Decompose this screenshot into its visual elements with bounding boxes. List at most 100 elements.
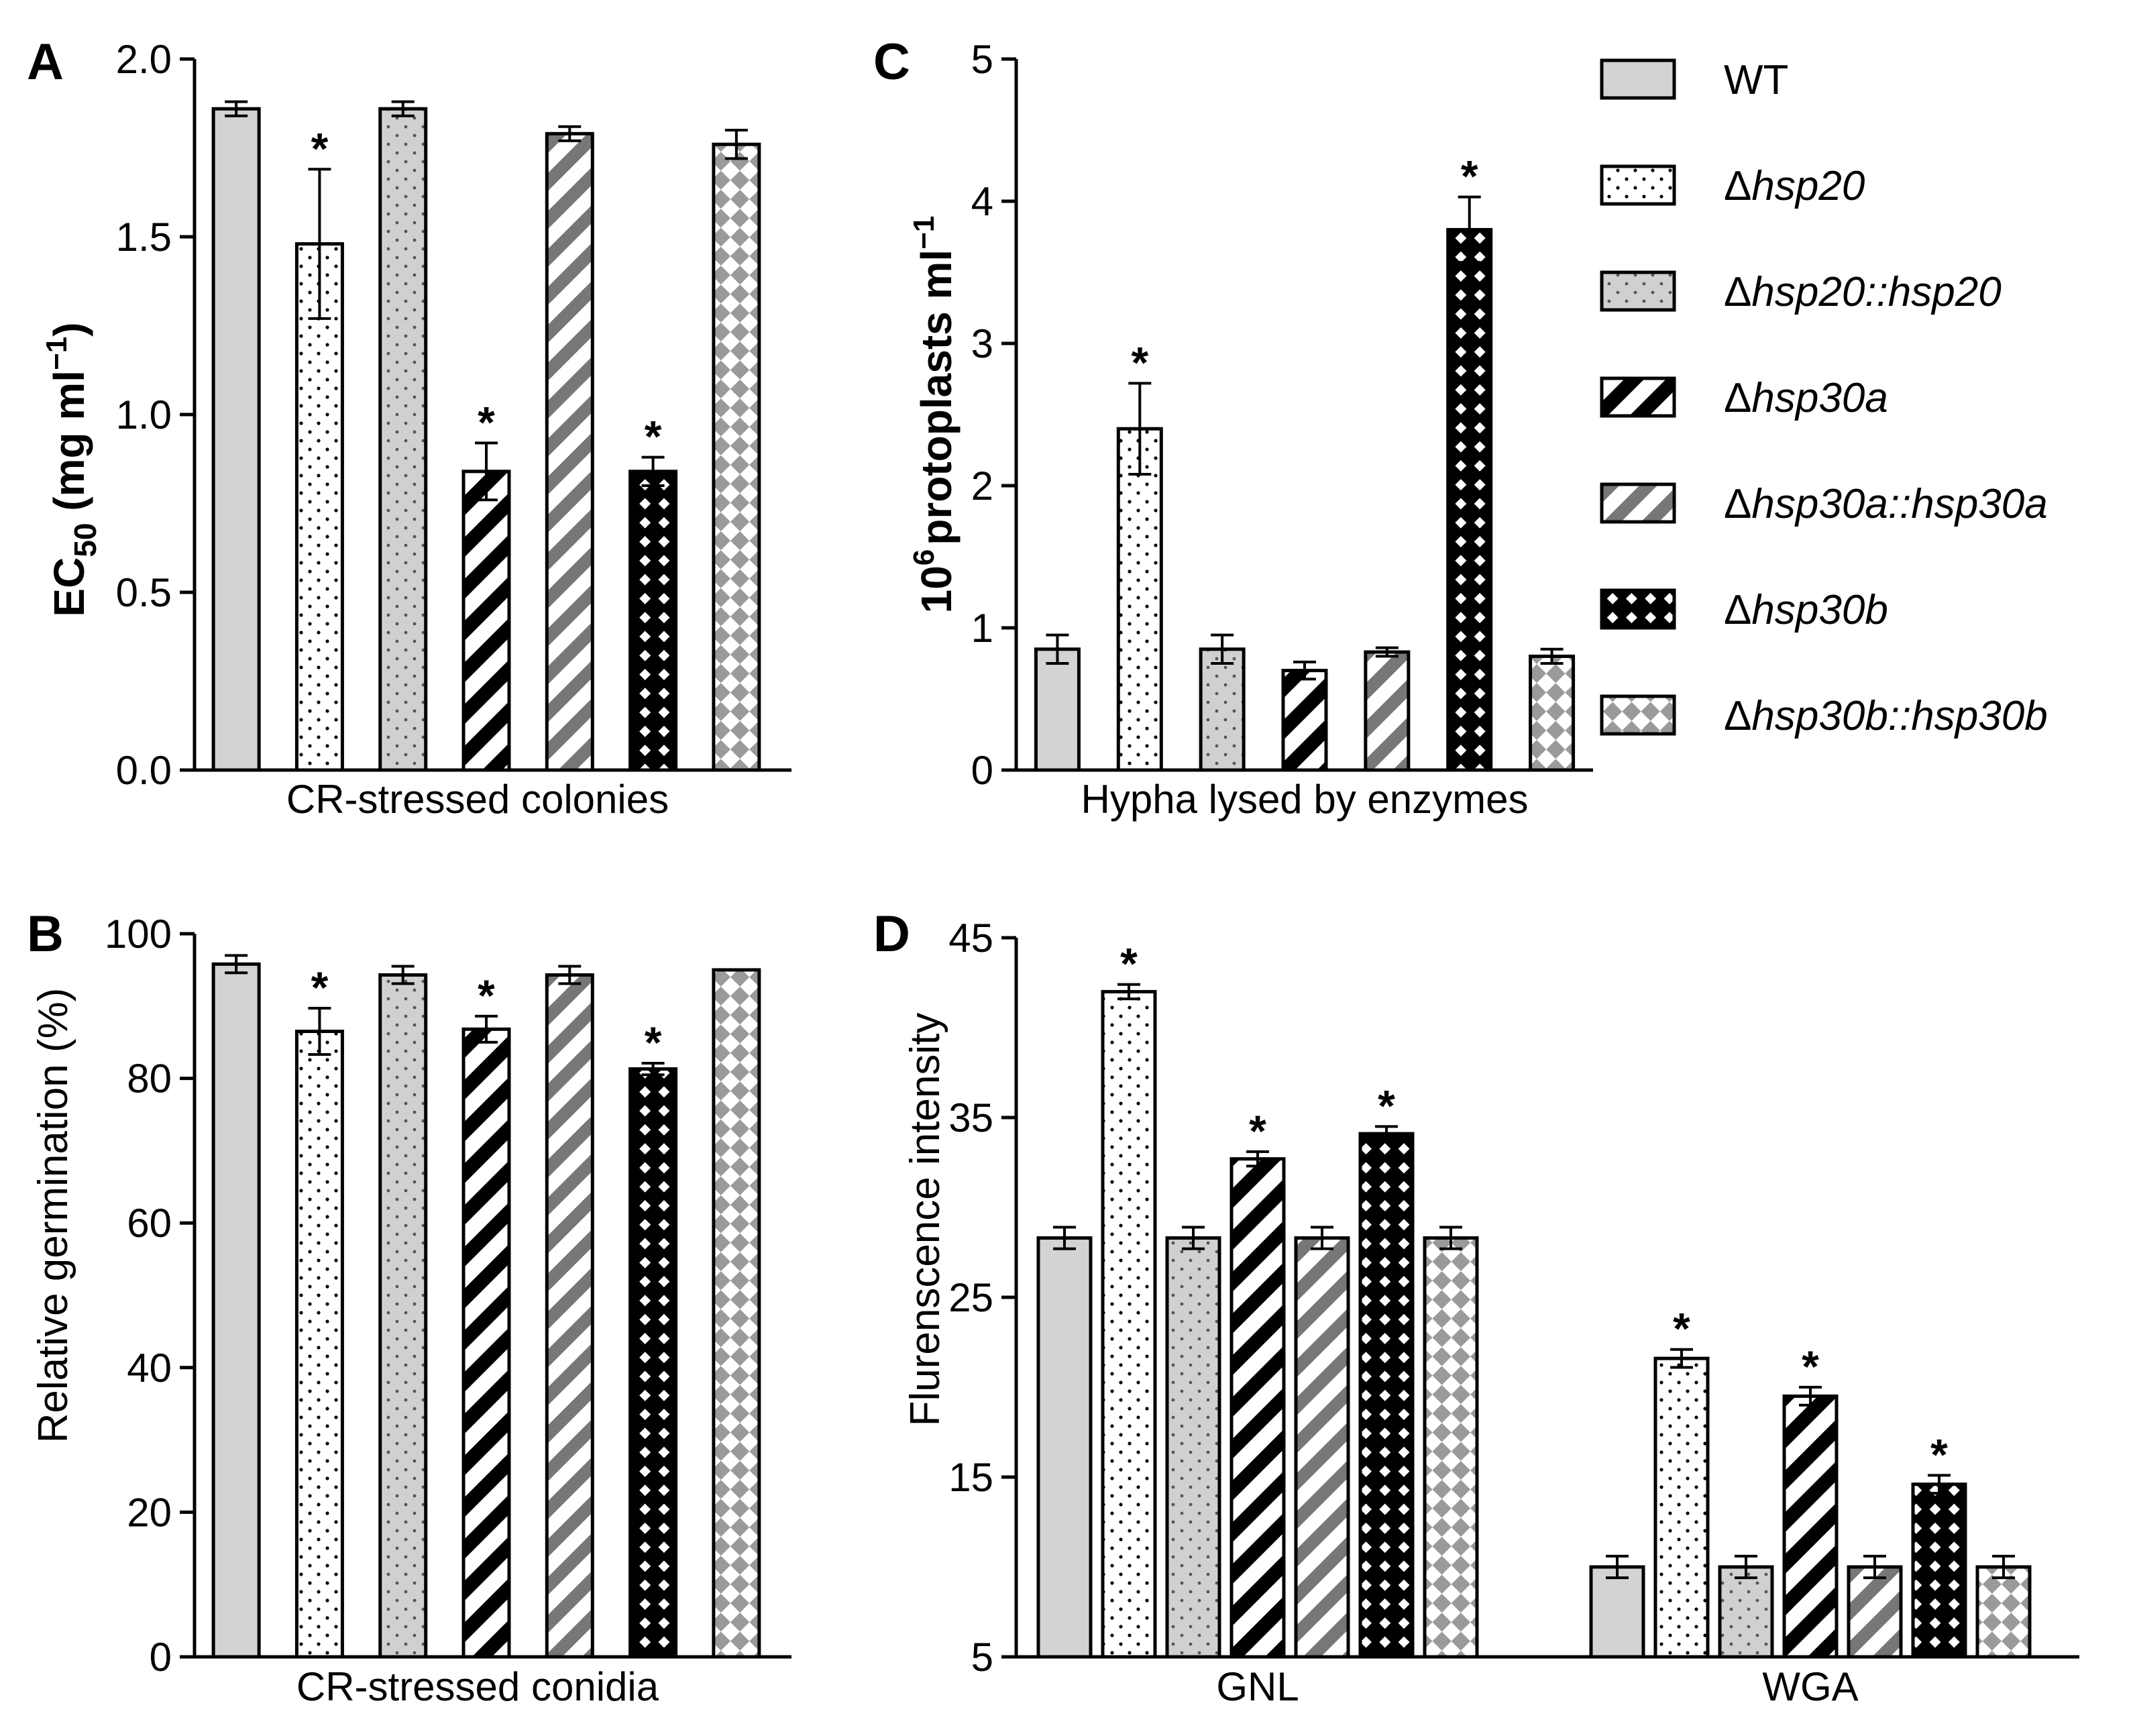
panel-d-y-tick-label: 15 — [948, 1455, 993, 1500]
panel-c-bar-hsp30a-hsp30a — [1364, 650, 1411, 772]
panel-d-bar-wga-hsp30a-hsp30a — [1847, 1565, 1903, 1659]
panel-c-y-tick-label: 2 — [971, 464, 993, 508]
panel-b-bar-hsp20-hsp20 — [378, 973, 428, 1659]
panel-a-bar-hsp30b-hsp30b — [712, 142, 761, 772]
panel-d-label: D — [873, 906, 910, 963]
panel-c-bars: ** — [1034, 152, 1576, 772]
panel-a-y-tick-label: 0.0 — [116, 748, 172, 793]
panel-c-bar-hsp20-hsp20 — [1199, 647, 1246, 772]
panel-c-y-tick-label: 4 — [971, 179, 993, 224]
panel-b-x-axis-label: CR-stressed conidia — [296, 1664, 659, 1709]
panel-d-y-tick-label: 35 — [948, 1095, 993, 1140]
panel-d-bar-wga-hsp20-hsp20 — [1718, 1565, 1774, 1659]
panel-b-bars: * * * — [211, 954, 761, 1659]
panel-d-group-label-gnl: GNL — [1216, 1664, 1299, 1709]
panel-d-significance-star: * — [1249, 1106, 1266, 1156]
panel-a-bars: * * * — [211, 100, 761, 772]
panel-d-significance-star: * — [1378, 1081, 1395, 1130]
panel-a-label: A — [27, 34, 64, 91]
panel-c-y-tick-label: 3 — [971, 321, 993, 366]
panel-b-bar-hsp30a — [461, 1027, 511, 1659]
legend-swatch-hsp30b — [1600, 588, 1676, 630]
panel-a-bar-hsp30b — [628, 470, 678, 772]
panel-a-bar-hsp20-hsp20 — [378, 107, 428, 772]
panel-a-y-tick-label: 0.5 — [116, 570, 172, 615]
panel-c-bar-hsp30b-hsp30b — [1529, 654, 1576, 772]
panel-b-significance-star: * — [645, 1018, 662, 1067]
panel-d-y-tick-label: 5 — [971, 1635, 993, 1680]
panel-c-bar-hsp30b — [1446, 227, 1493, 772]
panel-c-y-ticks: 0 1 2 3 4 5 — [971, 37, 1016, 793]
legend-swatch-wt — [1600, 58, 1676, 100]
panel-d-significance-star: * — [1673, 1304, 1690, 1354]
panel-d-bar-wga-wt — [1589, 1565, 1645, 1659]
panel-a-bar-hsp20 — [294, 242, 344, 772]
panel-b-y-tick-label: 20 — [127, 1490, 172, 1535]
panel-b-significance-star: * — [478, 971, 495, 1020]
panel-d-bar-gnl-hsp30a — [1229, 1157, 1286, 1659]
panel-b-y-tick-label: 80 — [127, 1056, 172, 1101]
panel-a-y-ticks: 0.0 0.5 1.0 1.5 2.0 — [116, 37, 195, 793]
panel-d-bar-gnl-wt — [1036, 1236, 1093, 1659]
panel-a-y-tick-label: 2.0 — [116, 37, 172, 82]
panel-c-significance-star: * — [1461, 152, 1478, 201]
panel-b-significance-star: * — [311, 963, 329, 1012]
panel-a-bar-hsp30a — [461, 470, 511, 772]
panel-b-bar-hsp30b-hsp30b — [712, 968, 761, 1659]
panel-d-bars: * * * * * * — [1036, 939, 2032, 1659]
panel-c-bar-hsp30a — [1281, 669, 1328, 772]
panel-c-y-tick-label: 1 — [971, 606, 993, 651]
panel-c-y-tick-label: 5 — [971, 37, 993, 82]
panel-a-significance-star: * — [645, 412, 662, 462]
panel-d-significance-star: * — [1930, 1429, 1948, 1479]
legend-label-hsp20: Δhsp20 — [1724, 163, 1865, 209]
panel-b-bar-wt — [211, 962, 261, 1659]
panel-a-significance-star: * — [311, 123, 329, 173]
legend-swatch-hsp30a — [1600, 376, 1676, 418]
panel-a-chart: A 0.0 0.5 1.0 1.5 2.0 EC50 (mg ml−1) * * * CR-… — [27, 34, 791, 822]
panel-d-significance-star: * — [1802, 1342, 1819, 1391]
panel-d-group-label-wga: WGA — [1762, 1664, 1858, 1709]
panel-d-bar-gnl-hsp30b — [1358, 1132, 1415, 1659]
panel-b-y-tick-label: 60 — [127, 1201, 172, 1246]
panel-d-y-axis-label: Flurenscence intensity — [902, 1013, 948, 1427]
panel-d-significance-star: * — [1120, 939, 1138, 989]
panel-d-group-labels: GNL WGA — [1216, 1664, 1858, 1709]
panel-a-y-axis-label: EC50 (mg ml−1) — [40, 322, 103, 616]
panel-c-y-axis-label: 106protoplasts ml−1 — [908, 216, 961, 614]
panel-b-y-axis-label: Relative germination (%) — [30, 988, 76, 1444]
panel-d-bar-wga-hsp20 — [1653, 1356, 1710, 1659]
panel-d-y-ticks: 5 15 25 35 45 — [948, 916, 1016, 1680]
panel-d-y-tick-label: 25 — [948, 1275, 993, 1320]
panel-b-bar-hsp20 — [294, 1030, 344, 1659]
panel-b-y-ticks: 0 20 40 60 80 100 — [105, 912, 195, 1680]
panel-c-bar-hsp20 — [1116, 427, 1163, 772]
legend-swatch-hsp20c — [1600, 270, 1676, 312]
legend-label-hsp30a: Δhsp30a — [1724, 375, 1888, 421]
legend-swatch-hsp30bc — [1600, 694, 1676, 736]
panel-c-significance-star: * — [1131, 337, 1148, 387]
legend-label-hsp30bc: Δhsp30b::hsp30b — [1724, 693, 2048, 739]
panel-b-bar-hsp30a-hsp30a — [545, 973, 594, 1659]
panel-b-y-tick-label: 40 — [127, 1346, 172, 1391]
legend-label-hsp20c: Δhsp20::hsp20 — [1724, 269, 2002, 315]
panel-c-label: C — [873, 34, 910, 91]
panel-b-bar-hsp30b — [628, 1067, 678, 1659]
panel-a-bar-hsp30a-hsp30a — [545, 131, 594, 772]
legend-label-hsp30b: Δhsp30b — [1724, 587, 1888, 633]
panel-a-y-tick-label: 1.5 — [116, 215, 172, 260]
legend-label-wt: WT — [1724, 57, 1788, 103]
panel-d-bar-gnl-hsp20 — [1101, 989, 1157, 1659]
legend-swatch-hsp30ac — [1600, 482, 1676, 524]
legend: WTΔhsp20Δhsp20::hsp20Δhsp30aΔhsp30a::hsp… — [1600, 57, 2048, 739]
panel-c-bar-wt — [1034, 647, 1081, 772]
panel-c-x-axis-label: Hypha lysed by enzymes — [1081, 777, 1529, 822]
panel-c-y-tick-label: 0 — [971, 748, 993, 793]
panel-d-bar-wga-hsp30b-hsp30b — [1975, 1565, 2032, 1659]
panel-a-x-axis-label: CR-stressed colonies — [286, 777, 669, 822]
panel-b-y-tick-label: 100 — [105, 912, 172, 957]
